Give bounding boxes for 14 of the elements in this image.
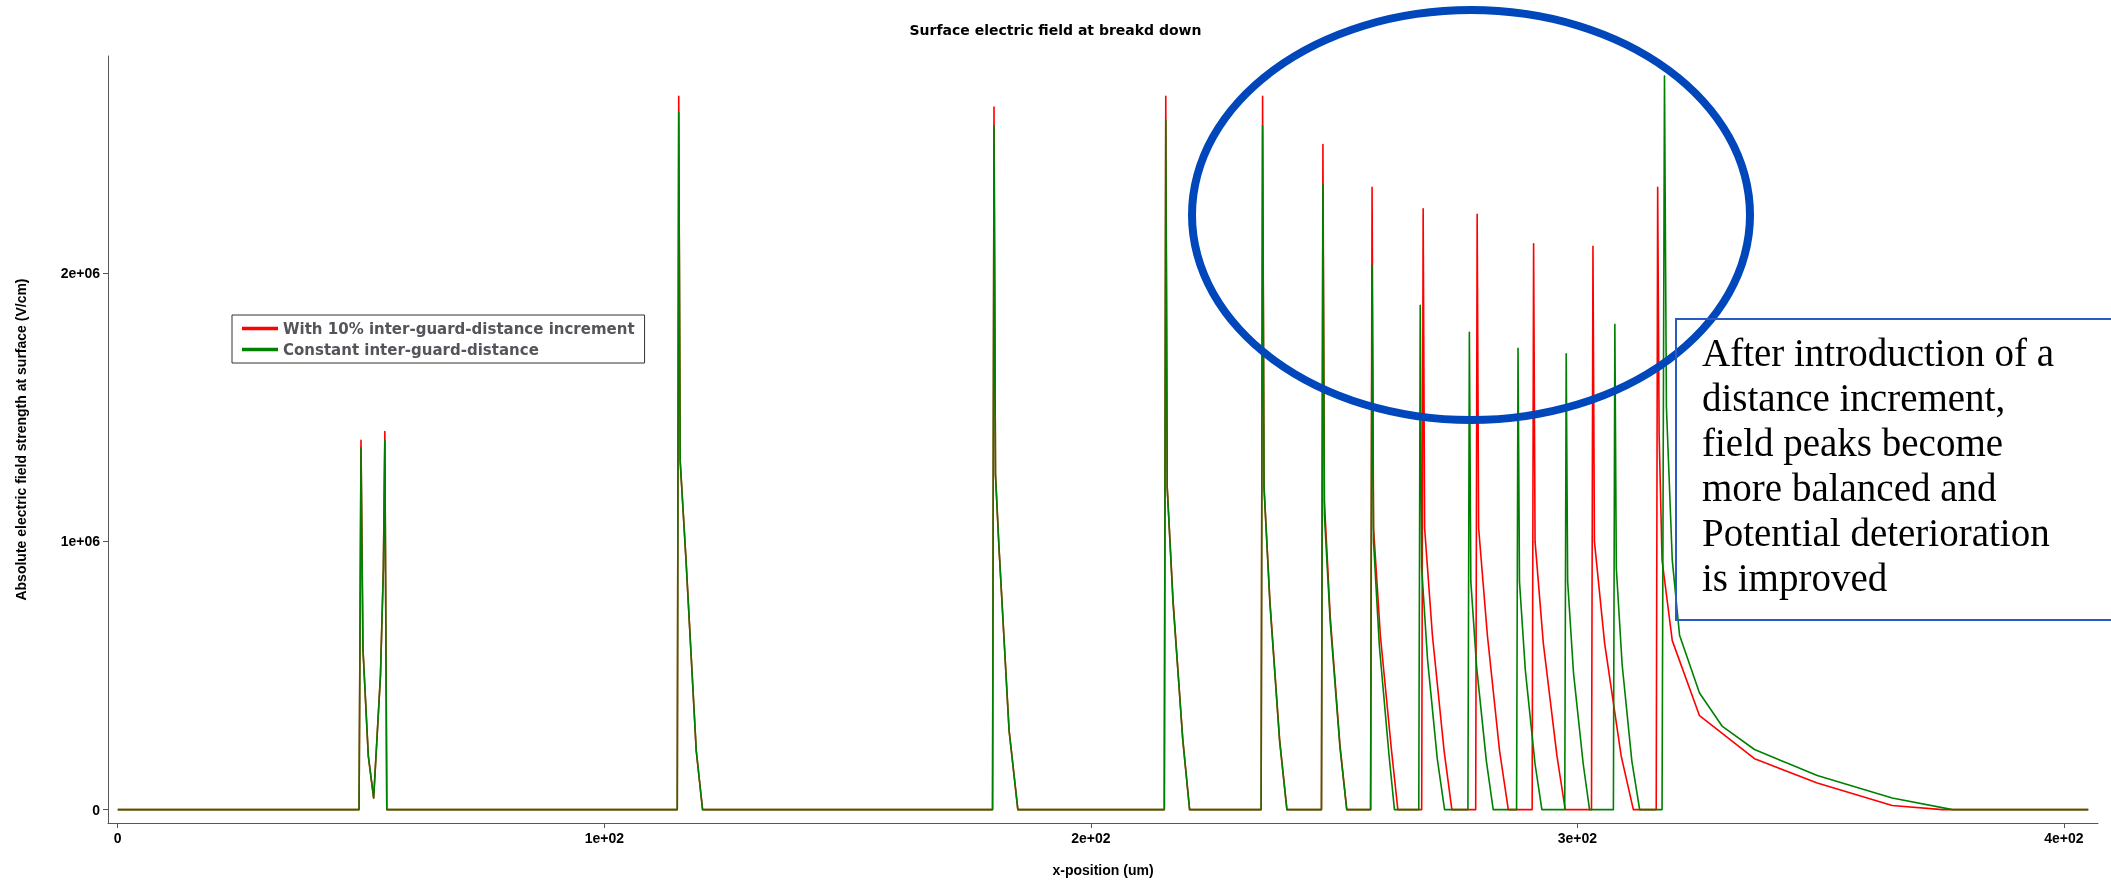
legend-label: With 10% inter-guard-distance increment xyxy=(283,319,635,338)
chart-title: Surface electric field at breakd down xyxy=(909,22,1202,38)
y-tick-label: 2e+06 xyxy=(60,265,101,282)
x-tick-label: 3e+02 xyxy=(1557,830,1598,846)
annotation: After introduction of a distance increment, field peaks become more balanced and Potential deterioration is improved xyxy=(1702,330,2055,600)
y-axis-title: Absolute electric field strength at surface (V/cm) xyxy=(13,278,29,601)
x-tick-label: 0 xyxy=(113,830,122,846)
x-axis-title: x-position (um) xyxy=(1052,862,1154,878)
x-tick-label: 2e+02 xyxy=(1071,830,1111,846)
legend-label: Constant inter-guard-distance xyxy=(283,340,539,359)
y-tick-label: 1e+06 xyxy=(60,533,101,550)
x-tick-label: 4e+02 xyxy=(2044,830,2084,846)
y-tick-label: 0 xyxy=(92,801,101,818)
x-tick-label: 1e+02 xyxy=(584,830,625,846)
